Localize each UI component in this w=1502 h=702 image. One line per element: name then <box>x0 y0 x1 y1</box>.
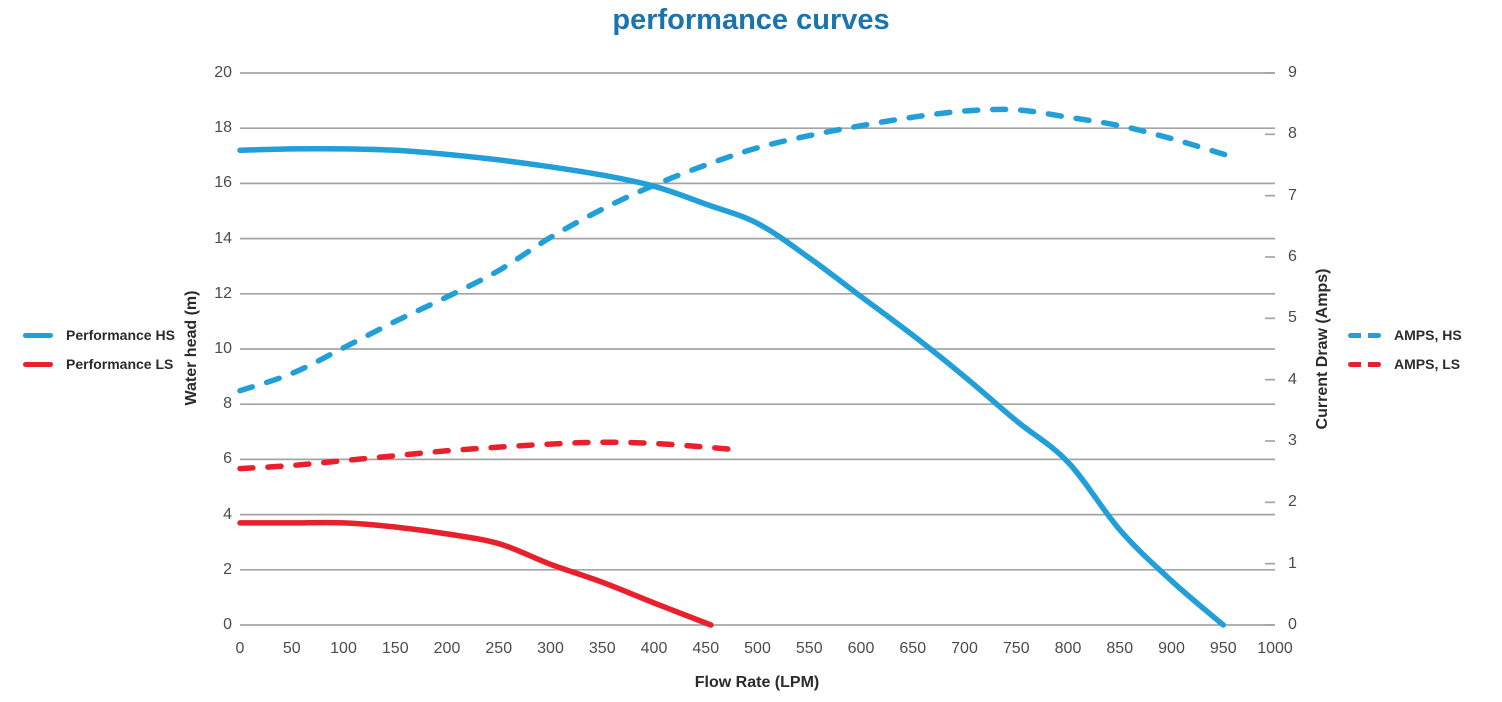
legend-item: AMPS, HS <box>1348 327 1462 343</box>
tick-label: 300 <box>537 640 564 657</box>
tick-label: 9 <box>1288 64 1297 81</box>
legend-item: Performance HS <box>23 327 175 343</box>
tick-label: 250 <box>485 640 513 657</box>
tick-label: 20 <box>214 64 232 81</box>
tick-label: 800 <box>1054 640 1082 657</box>
tick-label: 6 <box>223 450 232 468</box>
tick-label: 450 <box>692 640 720 657</box>
tick-label: 900 <box>1158 640 1185 657</box>
tick-label: 3 <box>1288 432 1297 449</box>
tick-label: 8 <box>223 395 232 413</box>
tick-label: 200 <box>433 640 461 657</box>
tick-label: 12 <box>214 284 232 302</box>
tick-label: 700 <box>951 640 978 657</box>
series-performance-hs <box>237 146 1227 628</box>
series-performance-ls <box>237 519 714 628</box>
x-axis-label: Flow Rate (LPM) <box>694 674 820 691</box>
tick-label: 850 <box>1106 640 1134 657</box>
y-axis-label-left: Water head (m) <box>183 290 200 406</box>
dashed-line-swatch-icon <box>1348 332 1381 338</box>
tick-label: 16 <box>214 174 232 192</box>
series-amps-hs <box>237 106 1242 394</box>
tick-label: 0 <box>223 616 232 633</box>
legend-label: Performance LS <box>66 356 174 372</box>
legend-item: Performance LS <box>23 356 175 372</box>
tick-label: 2 <box>223 560 232 578</box>
legend-label: Performance HS <box>66 327 175 343</box>
tick-label: 10 <box>214 340 232 357</box>
legend-label: AMPS, LS <box>1394 356 1461 372</box>
dashed-line-swatch-icon <box>1348 361 1381 367</box>
tick-label: 6 <box>1288 248 1297 265</box>
solid-line-swatch-icon <box>23 332 53 338</box>
tick-label: 4 <box>1288 370 1297 388</box>
legend-label: AMPS, HS <box>1394 327 1462 343</box>
y-axis-label-right: Current Draw (Amps) <box>1314 268 1331 430</box>
series-amps-ls <box>237 439 738 472</box>
tick-label: 14 <box>214 229 232 247</box>
tick-label: 2 <box>1288 493 1297 511</box>
tick-label: 500 <box>744 640 771 657</box>
tick-label: 8 <box>1288 125 1297 143</box>
legend-left: Performance HS Performance LS <box>23 327 175 372</box>
solid-line-swatch-icon <box>23 361 53 367</box>
legend-right: AMPS, HS AMPS, LS <box>1348 327 1462 372</box>
tick-label: 4 <box>223 505 232 523</box>
tick-label: 7 <box>1288 186 1297 204</box>
tick-label: 400 <box>640 640 668 657</box>
tick-label: 50 <box>282 640 301 657</box>
legend-item: AMPS, LS <box>1348 356 1462 372</box>
chart-title: performance curves <box>612 4 890 36</box>
tick-label: 18 <box>214 119 232 137</box>
tick-label: 1000 <box>1257 640 1293 657</box>
tick-label: 550 <box>795 640 823 657</box>
tick-label: 150 <box>381 640 409 657</box>
tick-label: 350 <box>588 640 616 657</box>
tick-label: 950 <box>1209 640 1237 657</box>
tick-label: 0 <box>235 640 245 657</box>
tick-label: 100 <box>330 640 357 657</box>
tick-label: 600 <box>847 640 875 657</box>
tick-label: 650 <box>899 640 927 657</box>
tick-label: 5 <box>1288 309 1297 327</box>
tick-label: 0 <box>1288 616 1297 633</box>
tick-label: 1 <box>1288 554 1297 572</box>
tick-label: 750 <box>1002 640 1030 657</box>
